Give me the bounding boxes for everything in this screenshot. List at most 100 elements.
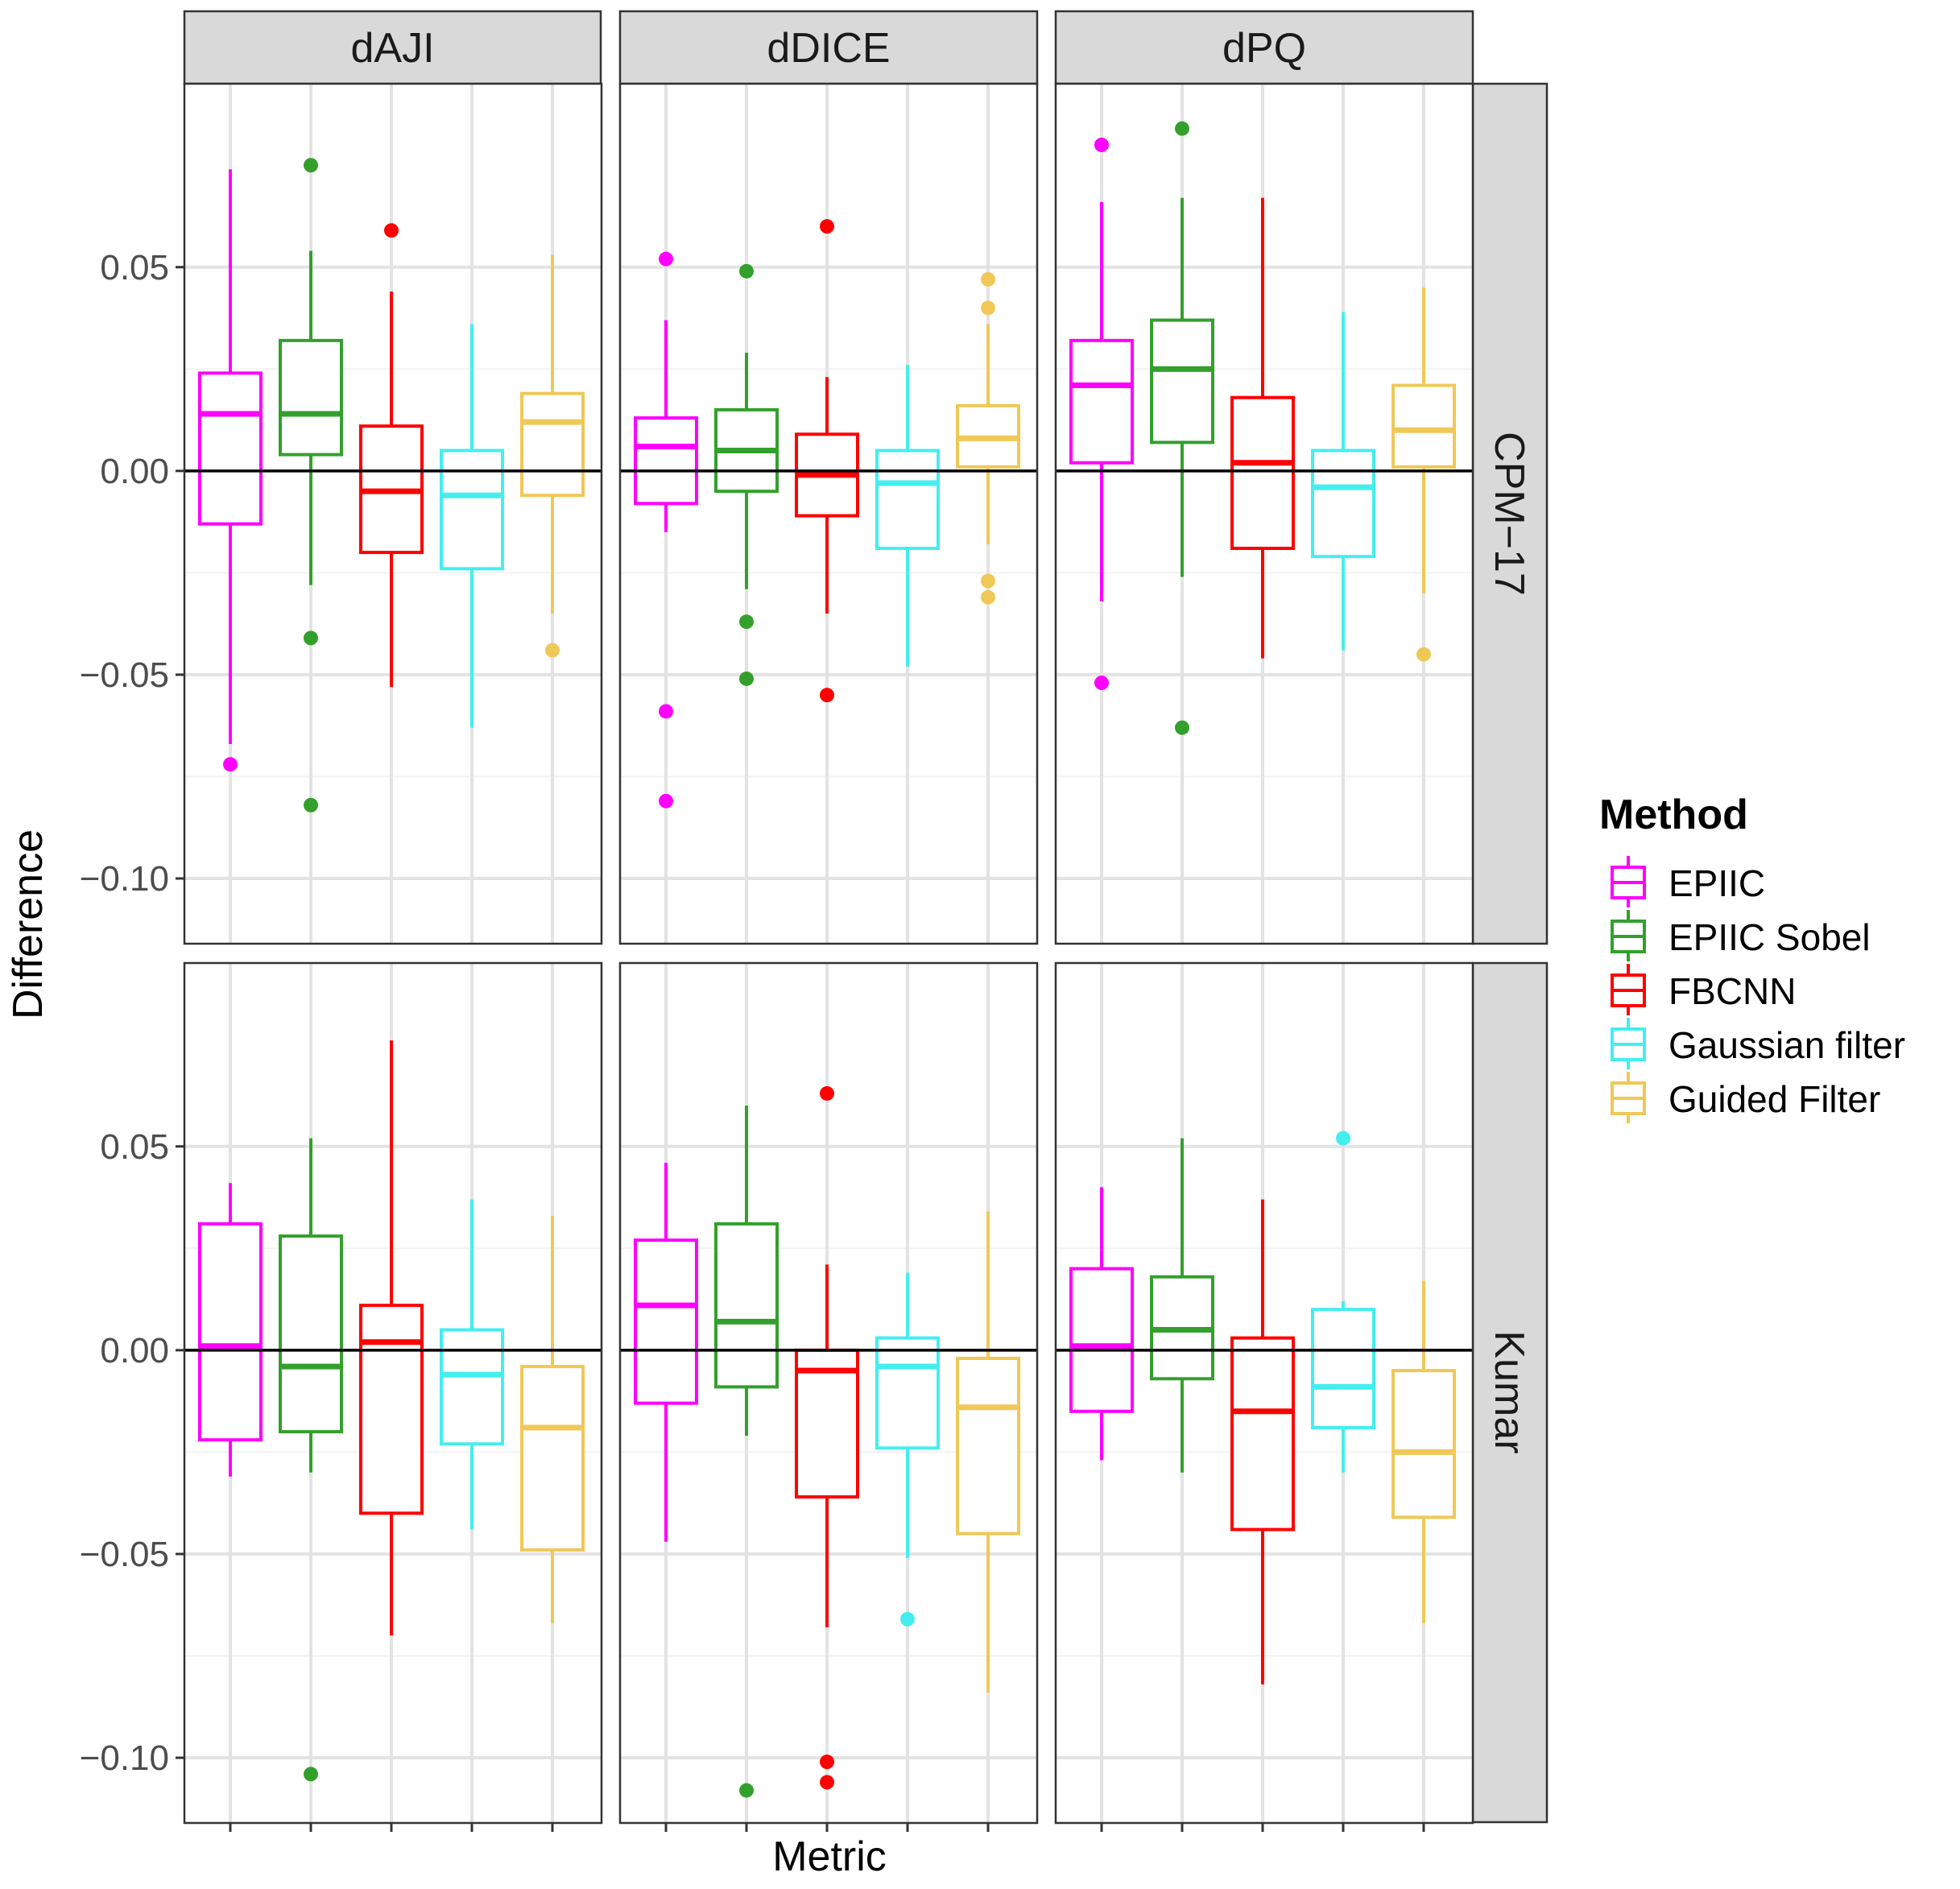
outlier-point <box>981 271 995 287</box>
iqr-box <box>1311 448 1375 559</box>
box-guided-filter <box>1391 287 1456 662</box>
iqr-box <box>1311 1308 1375 1430</box>
box-guided-filter <box>956 271 1020 605</box>
panel-kumar-dpq <box>1054 961 1474 1832</box>
legend-item-fbcnn: FBCNN <box>1611 964 1796 1015</box>
strip-row-2-label: Kumar <box>1486 1330 1532 1453</box>
box-guided-filter <box>520 254 585 658</box>
outlier-point <box>820 1755 834 1770</box>
iqr-box <box>1391 383 1456 469</box>
panel-cpm-17-daji <box>176 82 603 945</box>
y-tick-labels: −0.10 −0.05 0.00 0.05 −0.10 −0.05 0.00 0.05 <box>80 248 169 1778</box>
y-tick-label: −0.10 <box>80 859 169 899</box>
box-guided-filter <box>520 1215 585 1623</box>
panel-grid <box>176 82 1474 1832</box>
panel-cpm-17-dpq <box>1054 82 1474 945</box>
legend-item-epiic: EPIIC <box>1611 856 1765 907</box>
outlier-point <box>820 219 834 234</box>
iqr-box <box>956 1356 1020 1536</box>
outlier-point <box>304 158 318 173</box>
box-fbcnn <box>795 219 859 703</box>
outlier-point <box>900 1611 915 1627</box>
box-epiic <box>1069 1187 1134 1461</box>
box-gaussian-filter <box>1311 312 1375 651</box>
iqr-box <box>279 338 343 457</box>
outlier-point <box>304 630 318 646</box>
iqr-box <box>1230 1336 1295 1531</box>
outlier-point <box>739 671 754 686</box>
strip-col-1-label: dAJI <box>350 25 434 72</box>
panel-border <box>618 961 1039 1825</box>
y-tick-label: −0.05 <box>80 655 169 695</box>
outlier-point <box>1175 720 1189 735</box>
outlier-point <box>1094 137 1109 152</box>
outlier-point <box>739 1783 754 1798</box>
y-tick-label: 0.00 <box>100 452 169 491</box>
iqr-box <box>440 448 504 571</box>
strip-col-1 <box>183 10 602 85</box>
legend-item-guided-filter: Guided Filter <box>1611 1072 1880 1123</box>
box-fbcnn <box>359 223 424 688</box>
strip-row-2 <box>1471 961 1549 1824</box>
outlier-point <box>981 573 995 589</box>
panel-kumar-ddice <box>618 961 1039 1832</box>
strip-col-3 <box>1054 10 1474 85</box>
legend: Method EPIIC EPIIC Sobel FBCNN Gaussian fil… <box>1599 792 1905 1123</box>
y-tick-label: −0.05 <box>80 1535 169 1574</box>
box-epiic-sobel <box>1150 121 1214 735</box>
outlier-point <box>223 757 238 772</box>
iqr-box <box>634 416 698 506</box>
panel-border <box>183 961 603 1825</box>
outlier-point <box>1175 121 1189 136</box>
box-epiic-sobel <box>279 158 343 812</box>
outlier-point <box>820 1085 834 1101</box>
outlier-point <box>981 300 995 316</box>
iqr-box <box>359 1304 424 1515</box>
box-epiic <box>634 1163 698 1542</box>
outlier-point <box>820 1775 834 1790</box>
legend-title: Method <box>1599 792 1748 838</box>
iqr-box <box>875 1336 940 1450</box>
y-tick-label: 0.00 <box>100 1331 169 1370</box>
legend-label: FBCNN <box>1668 970 1796 1012</box>
legend-item-epiic-sobel: EPIIC Sobel <box>1611 910 1871 961</box>
box-fbcnn <box>795 1085 859 1790</box>
box-epiic <box>634 251 698 808</box>
outlier-point <box>304 797 318 812</box>
strip-col-2-label: dDICE <box>767 25 890 72</box>
box-epiic <box>198 1183 263 1477</box>
outlier-point <box>384 223 399 238</box>
box-epiic <box>198 169 263 772</box>
iqr-box <box>198 371 263 526</box>
strip-col-3-label: dPQ <box>1222 25 1306 72</box>
box-fbcnn <box>1230 197 1295 659</box>
outlier-point <box>659 793 673 808</box>
panel-border <box>183 82 603 945</box>
iqr-box <box>1391 1369 1456 1519</box>
iqr-box <box>875 448 940 551</box>
outlier-point <box>304 1767 318 1782</box>
outlier-point <box>739 614 754 630</box>
legend-label: Guided Filter <box>1668 1078 1880 1120</box>
outlier-point <box>659 704 673 719</box>
legend-item-gaussian-filter: Gaussian filter <box>1611 1018 1905 1069</box>
iqr-box <box>279 1234 343 1434</box>
iqr-box <box>1069 338 1134 465</box>
box-gaussian-filter <box>875 365 940 667</box>
panel-border <box>618 82 1039 945</box>
iqr-box <box>1150 318 1214 444</box>
y-tick-label: 0.05 <box>100 248 169 287</box>
outlier-point <box>545 643 560 658</box>
y-axis-title: Difference <box>5 829 52 1019</box>
panel-border <box>1054 961 1474 1825</box>
legend-label: EPIIC Sobel <box>1668 916 1871 958</box>
box-fbcnn <box>1230 1199 1295 1684</box>
box-guided-filter <box>956 1211 1020 1693</box>
y-tick-label: −0.10 <box>80 1738 169 1778</box>
outlier-point <box>1336 1131 1350 1146</box>
y-tick-label: 0.05 <box>100 1127 169 1167</box>
iqr-box <box>634 1238 698 1405</box>
box-fbcnn <box>359 1040 424 1636</box>
strip-row-1 <box>1471 82 1549 945</box>
